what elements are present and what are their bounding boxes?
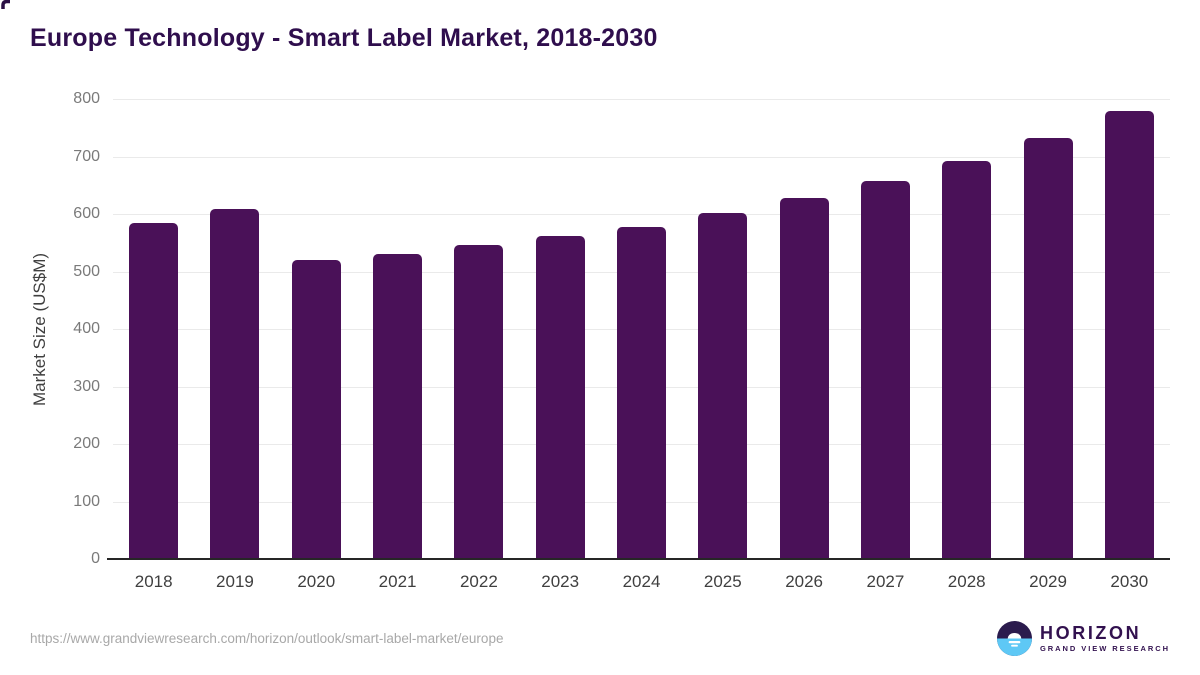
bar-column [520, 99, 601, 559]
bar-2029 [1023, 138, 1073, 559]
bar-column [601, 99, 682, 559]
y-tick-label: 100 [73, 492, 100, 510]
plot-area [113, 99, 1170, 559]
logo-text: HORIZON GRAND VIEW RESEARCH [1040, 622, 1170, 653]
bar-column [438, 99, 519, 559]
bar-2018 [129, 222, 179, 559]
bar-2026 [779, 197, 829, 559]
bar-2022 [454, 245, 504, 559]
bars-container [113, 99, 1170, 559]
gridline [113, 156, 1170, 158]
bar-column [113, 99, 194, 559]
x-tick-label-2028: 2028 [947, 572, 986, 591]
bar-column [845, 99, 926, 559]
x-tick-label-2024: 2024 [622, 572, 661, 591]
bar-column [1089, 99, 1170, 559]
x-tick-label-2025: 2025 [703, 572, 742, 591]
bar-2025 [698, 212, 748, 559]
y-tick-label: 0 [91, 550, 100, 567]
bar-2030 [1104, 111, 1154, 559]
gridline [113, 214, 1170, 215]
source-url: https://www.grandviewresearch.com/horizo… [30, 631, 504, 646]
horizon-logo: HORIZON GRAND VIEW RESEARCH [997, 618, 1170, 658]
x-tick-label-2020: 2020 [297, 572, 336, 591]
logo-subtitle: GRAND VIEW RESEARCH [1040, 643, 1170, 653]
y-tick-label: 400 [73, 320, 100, 337]
y-tick-label: 600 [73, 205, 100, 222]
y-tick-label: 700 [73, 147, 100, 165]
x-tick-label-2022: 2022 [459, 572, 498, 591]
bar-2028 [942, 161, 992, 559]
bar-2021 [373, 253, 423, 559]
gridline [113, 99, 1170, 100]
y-tick-label: 500 [73, 262, 100, 280]
bar-column [1007, 99, 1088, 559]
bar-2023 [535, 236, 585, 559]
corner-artifact [1, 0, 10, 9]
bar-2019 [210, 209, 260, 559]
bar-column [276, 99, 357, 559]
x-tick-label-2027: 2027 [866, 572, 905, 591]
x-tick-label-2023: 2023 [541, 572, 580, 591]
x-tick-label-2019: 2019 [216, 572, 254, 591]
chart-title: Europe Technology - Smart Label Market, … [30, 24, 658, 52]
y-tick-label: 200 [73, 435, 100, 452]
x-axis-line [107, 558, 1170, 560]
y-tick-label: 800 [73, 90, 100, 107]
bar-2020 [291, 260, 341, 559]
bar-column [764, 99, 845, 559]
bar-2024 [617, 226, 667, 559]
x-tick-label-2018: 2018 [134, 572, 173, 591]
y-tick-label: 300 [73, 377, 100, 395]
bar-column [357, 99, 438, 559]
x-tick-label-2029: 2029 [1029, 572, 1067, 591]
bar-2027 [860, 180, 910, 559]
x-tick-label-2030: 2030 [1110, 572, 1149, 591]
bar-column [682, 99, 763, 559]
x-tick-label-2026: 2026 [785, 572, 824, 591]
horizon-sunrise-icon [997, 620, 1033, 656]
bar-column [926, 99, 1007, 559]
bar-column [194, 99, 275, 559]
x-tick-label-2021: 2021 [378, 572, 417, 591]
logo-name: HORIZON [1040, 622, 1142, 643]
